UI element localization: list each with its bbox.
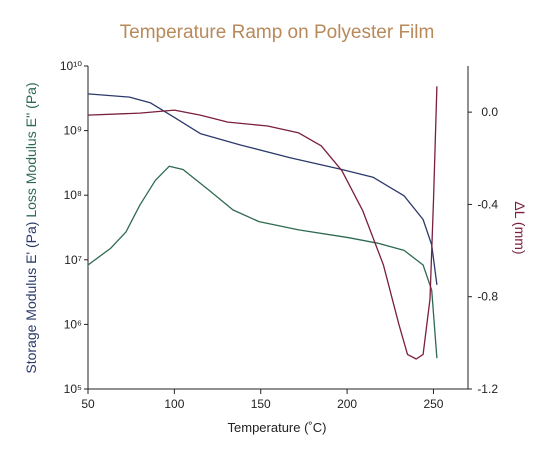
legend-label: Storage Modulus E' (Pa) <box>23 222 39 374</box>
y-tick-label: 10⁸ <box>64 188 82 202</box>
x-tick-label: 100 <box>164 397 184 411</box>
y-tick-label: 10¹⁰ <box>60 59 82 73</box>
series-line <box>87 165 438 359</box>
y2-tick-label: -0.4 <box>477 197 498 211</box>
y2-tick-label: -1.2 <box>477 382 498 396</box>
y-tick-label: 10⁵ <box>64 382 82 396</box>
series-line <box>87 93 438 285</box>
x-tick-label: 50 <box>81 397 95 411</box>
y-tick-label: 10⁶ <box>64 317 82 331</box>
series-line <box>87 86 438 360</box>
x-tick-label: 200 <box>337 397 357 411</box>
y-tick-label: 10⁷ <box>64 253 82 267</box>
x-tick-label: 250 <box>423 397 443 411</box>
y2-tick-label: -0.8 <box>477 290 498 304</box>
y2-axis-label: ΔL (mm) <box>512 201 528 254</box>
y2-tick-label: 0.0 <box>481 105 498 119</box>
chart-title: Temperature Ramp on Polyester Film <box>120 22 435 43</box>
y-axis-label: Storage Modulus E' (Pa) Loss Modulus E''… <box>23 82 39 373</box>
legend-label: Loss Modulus E'' (Pa) <box>23 82 39 217</box>
x-axis-label: Temperature (˚C) <box>228 420 327 435</box>
y-tick-label: 10⁹ <box>64 124 83 138</box>
x-tick-label: 150 <box>251 397 271 411</box>
